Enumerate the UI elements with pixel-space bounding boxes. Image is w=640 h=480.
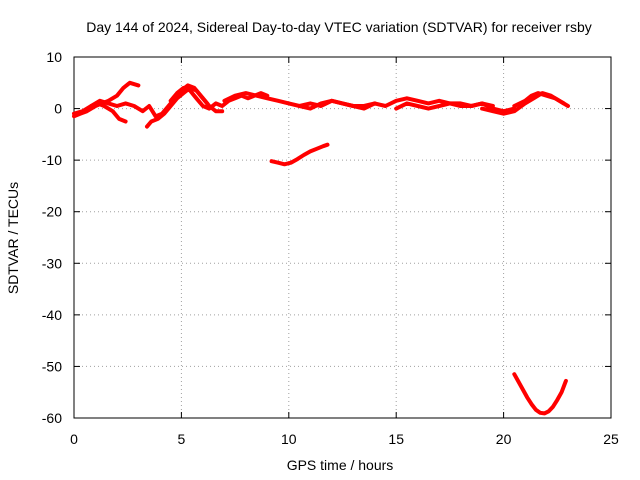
series-layer <box>72 80 570 416</box>
y-tick-label: -10 <box>42 152 62 168</box>
x-tick-label: 10 <box>281 431 297 447</box>
y-tick-label: -50 <box>42 358 62 374</box>
chart-title: Day 144 of 2024, Sidereal Day-to-day VTE… <box>86 19 592 35</box>
y-tick-label: 10 <box>46 49 62 65</box>
series-line-track-k <box>269 142 330 167</box>
y-tick-label: -40 <box>42 307 62 323</box>
x-tick-label: 15 <box>388 431 404 447</box>
x-tick-label: 5 <box>178 431 186 447</box>
x-axis-label: GPS time / hours <box>287 457 394 473</box>
grid-layer <box>74 57 611 418</box>
series-line-track-b <box>72 101 128 124</box>
plot-frame <box>73 56 612 419</box>
x-tick-label: 20 <box>496 431 512 447</box>
y-tick-label: -30 <box>42 255 62 271</box>
series-line-track-e <box>168 85 270 111</box>
x-tick-label: 0 <box>70 431 78 447</box>
series-line-track-g <box>297 96 495 111</box>
y-tick-label: -60 <box>42 410 62 426</box>
series-line-track-d <box>145 85 225 129</box>
y-axis-label: SDTVAR / TECUs <box>5 182 21 294</box>
y-tick-label: 0 <box>54 101 62 117</box>
y-tick-label: -20 <box>42 204 62 220</box>
tick-layer: 0 5 10 15 20 25 10 0 -10 -20 -30 -40 -50 -60 <box>42 49 619 447</box>
series-line-track-j <box>512 91 566 108</box>
x-tick-label: 25 <box>603 431 619 447</box>
series-line-track-h <box>394 101 517 114</box>
series-line-track-l <box>512 372 568 416</box>
